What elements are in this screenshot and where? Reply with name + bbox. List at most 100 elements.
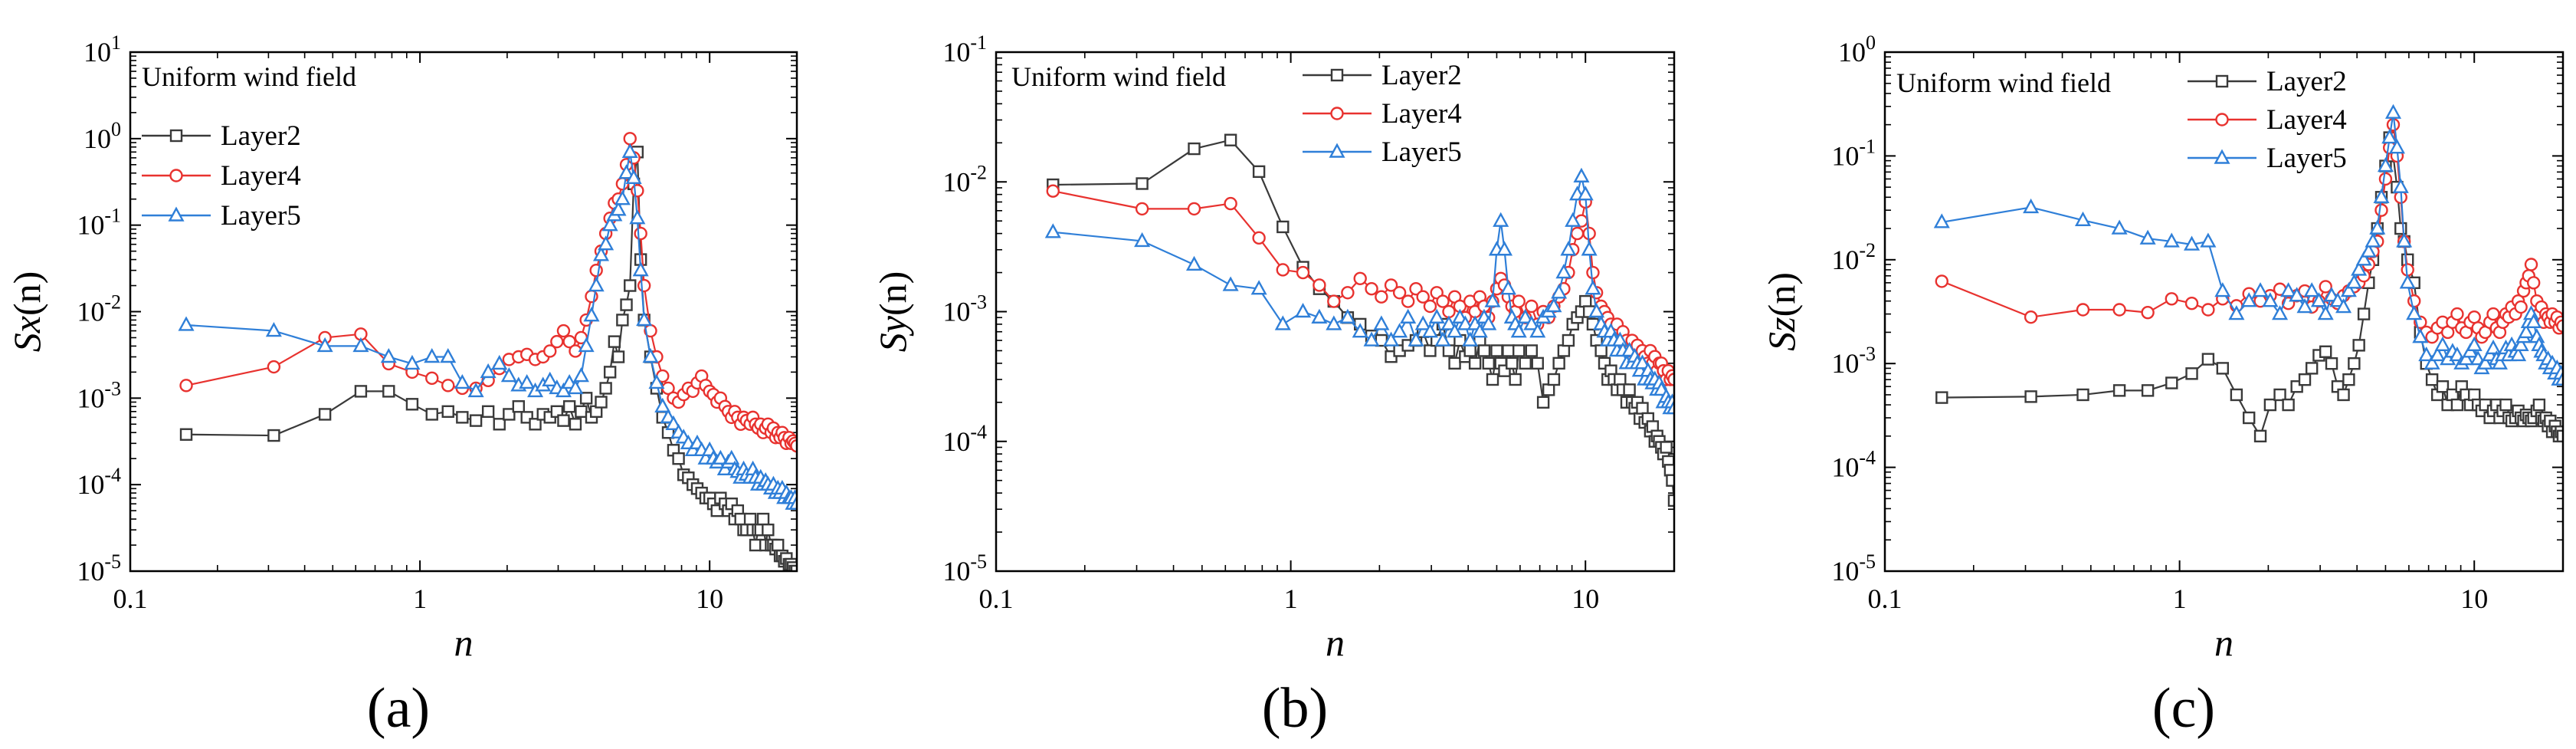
data-point	[1135, 202, 1149, 216]
data-point	[2319, 345, 2332, 358]
data-area	[1933, 103, 2563, 443]
y-axis-label-arg: (n)	[871, 271, 914, 316]
x-tick-label: 10	[696, 583, 723, 614]
data-point	[1428, 308, 1445, 324]
data-point	[1188, 142, 1201, 156]
y-tick-exponent: -1	[970, 31, 987, 54]
data-point	[1573, 167, 1590, 182]
series-layer5	[1044, 167, 1674, 415]
data-point	[1611, 331, 1628, 347]
data-point	[642, 348, 659, 363]
data-point	[788, 494, 797, 510]
data-point	[2386, 117, 2401, 132]
legend: Uniform wind field Layer2 Layer4 Layer5	[1011, 60, 1462, 168]
data-point	[1557, 344, 1571, 357]
data-point	[623, 132, 637, 146]
data-point	[1046, 184, 1060, 198]
data-point	[1326, 315, 1342, 330]
data-point	[424, 348, 441, 363]
data-point	[562, 334, 576, 349]
data-point	[178, 316, 195, 331]
x-axis-label: n	[2214, 621, 2234, 664]
data-point	[562, 400, 576, 413]
data-point	[480, 363, 497, 379]
data-point	[2340, 282, 2357, 297]
data-point	[631, 184, 644, 198]
data-point	[749, 538, 762, 552]
data-point	[2467, 310, 2481, 324]
data-point	[1512, 344, 1526, 357]
data-point	[712, 449, 729, 465]
data-point	[2392, 178, 2409, 193]
y-tick-label: 10-2	[942, 161, 987, 197]
data-point	[2378, 172, 2393, 186]
legend-label: Layer5	[221, 200, 301, 232]
data-point	[1352, 323, 1368, 338]
data-point	[556, 324, 571, 338]
data-point	[316, 337, 333, 353]
data-point	[2335, 298, 2352, 314]
data-point	[632, 261, 649, 277]
y-tick-label: 10-4	[942, 421, 987, 457]
x-axis-label: n	[454, 621, 474, 664]
data-point	[634, 226, 647, 241]
data-point	[2436, 380, 2450, 393]
data-point	[1391, 323, 1408, 338]
data-point	[1296, 265, 1310, 280]
data-point	[2230, 388, 2243, 402]
data-point	[1523, 315, 1540, 330]
data-point	[550, 405, 564, 419]
y-tick-exponent: -4	[970, 421, 987, 443]
data-area	[1044, 133, 1674, 508]
data-point	[2165, 292, 2178, 306]
y-tick-label: 100	[84, 118, 121, 154]
data-point	[2418, 346, 2435, 362]
data-point	[2184, 296, 2199, 310]
data-point	[2272, 305, 2289, 320]
data-point	[572, 367, 589, 383]
data-point	[1457, 315, 1473, 330]
data-point	[2524, 258, 2538, 271]
data-point	[620, 298, 633, 311]
data-point	[610, 201, 627, 216]
y-tick-label: 10-1	[1831, 135, 1876, 171]
data-point	[2141, 384, 2155, 397]
series-layer4	[1935, 117, 2563, 344]
legend-label: Layer5	[2266, 143, 2347, 174]
data-point	[1585, 280, 1601, 295]
y-axis-label: Sy(n)	[871, 271, 914, 353]
data-point	[654, 397, 671, 412]
data-point	[1496, 241, 1513, 256]
data-point	[1401, 294, 1415, 308]
data-point	[2510, 346, 2527, 362]
data-point	[493, 418, 506, 431]
legend-swatch-marker	[169, 129, 183, 143]
data-point	[2184, 235, 2201, 251]
data-point	[2252, 282, 2269, 297]
data-point	[2112, 303, 2126, 317]
data-point	[618, 164, 635, 179]
data-point	[2074, 211, 2092, 227]
data-point	[543, 344, 557, 358]
data-point	[756, 512, 770, 526]
data-point	[2396, 232, 2413, 248]
legend: Uniform wind field Layer2 Layer4 Layer5	[1896, 66, 2347, 174]
y-axis-label-symbol: Sy	[871, 315, 914, 352]
panel-2: 0.1 1 10 10-5 10-4 10-3 10-2 10-1 Uniform wind f…	[871, 31, 1676, 740]
data-point	[2273, 388, 2286, 402]
series-layer4	[1046, 184, 1674, 386]
data-point	[1545, 297, 1562, 313]
panel-3: 0.1 1 10 10-5 10-4 10-3 10-2 10-1 100 Uniform win…	[1760, 31, 2565, 740]
data-point	[1277, 220, 1290, 234]
data-point	[1634, 354, 1651, 370]
data-point	[1666, 474, 1674, 487]
data-point	[1509, 373, 1522, 386]
data-point	[2201, 353, 2215, 366]
data-point	[2216, 362, 2230, 375]
data-point	[1542, 383, 1555, 396]
data-point	[2305, 362, 2319, 375]
y-tick-label: 10-2	[1831, 239, 1876, 275]
data-point	[2377, 157, 2394, 172]
y-tick-label: 10-1	[942, 31, 987, 67]
